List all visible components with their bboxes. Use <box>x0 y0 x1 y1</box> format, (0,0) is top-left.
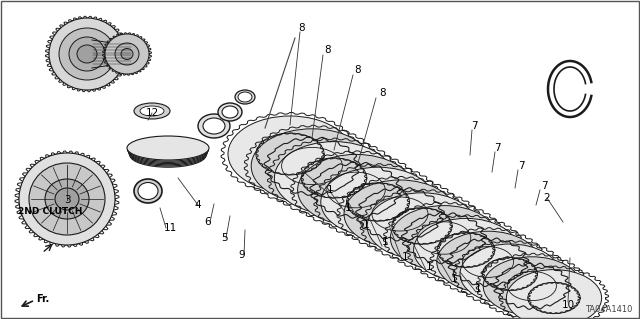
Ellipse shape <box>390 206 498 271</box>
Ellipse shape <box>413 219 518 282</box>
Ellipse shape <box>198 114 230 138</box>
Text: 4: 4 <box>195 200 202 210</box>
Text: TA04A1410: TA04A1410 <box>584 305 632 314</box>
Ellipse shape <box>130 143 206 167</box>
Ellipse shape <box>140 106 164 116</box>
Ellipse shape <box>222 106 238 118</box>
Text: 8: 8 <box>299 23 305 33</box>
Text: 9: 9 <box>239 250 245 260</box>
Ellipse shape <box>134 179 162 203</box>
Text: 1: 1 <box>326 185 333 195</box>
Text: 1: 1 <box>451 274 458 284</box>
Text: Fr.: Fr. <box>36 294 49 304</box>
Ellipse shape <box>251 129 372 203</box>
Text: 7: 7 <box>541 181 547 191</box>
Text: 1: 1 <box>475 284 481 294</box>
Ellipse shape <box>128 138 208 162</box>
Text: 2: 2 <box>544 193 550 203</box>
Ellipse shape <box>105 34 149 74</box>
Ellipse shape <box>228 116 352 192</box>
Ellipse shape <box>460 244 560 304</box>
Text: 12: 12 <box>145 108 159 118</box>
Ellipse shape <box>134 103 170 119</box>
Ellipse shape <box>506 270 602 319</box>
Text: 8: 8 <box>355 65 362 75</box>
Text: 7: 7 <box>493 143 500 153</box>
Text: 2ND CLUTCH: 2ND CLUTCH <box>18 207 83 217</box>
Ellipse shape <box>19 153 115 245</box>
Ellipse shape <box>235 90 255 104</box>
Text: 6: 6 <box>205 217 211 227</box>
Ellipse shape <box>45 179 89 219</box>
Ellipse shape <box>129 140 207 164</box>
Ellipse shape <box>69 37 105 71</box>
Polygon shape <box>92 40 132 68</box>
Ellipse shape <box>367 193 477 259</box>
Ellipse shape <box>127 136 209 160</box>
Text: 1: 1 <box>402 252 408 262</box>
Ellipse shape <box>344 180 456 248</box>
Text: 8: 8 <box>380 88 387 98</box>
Ellipse shape <box>127 137 209 161</box>
Text: 1: 1 <box>426 262 432 272</box>
Text: 8: 8 <box>324 45 332 55</box>
Text: 10: 10 <box>561 300 575 310</box>
Ellipse shape <box>138 182 158 199</box>
Ellipse shape <box>275 142 394 214</box>
Text: 5: 5 <box>221 233 227 243</box>
Text: 1: 1 <box>381 237 388 247</box>
Text: 7: 7 <box>518 161 524 171</box>
Ellipse shape <box>298 154 415 226</box>
Text: 1: 1 <box>363 220 369 230</box>
Text: 3: 3 <box>64 195 70 205</box>
Ellipse shape <box>115 43 139 65</box>
Ellipse shape <box>129 142 207 166</box>
Ellipse shape <box>321 167 435 237</box>
Ellipse shape <box>483 257 581 315</box>
Ellipse shape <box>55 188 79 210</box>
Ellipse shape <box>436 231 540 293</box>
Text: 7: 7 <box>470 121 477 131</box>
Ellipse shape <box>29 163 105 235</box>
Ellipse shape <box>129 141 207 165</box>
Ellipse shape <box>238 92 252 102</box>
Ellipse shape <box>49 18 125 90</box>
Ellipse shape <box>203 118 225 134</box>
Text: 1: 1 <box>345 203 351 213</box>
Ellipse shape <box>77 45 97 63</box>
Ellipse shape <box>121 48 133 60</box>
Ellipse shape <box>218 103 242 121</box>
Ellipse shape <box>59 28 115 80</box>
Text: 11: 11 <box>163 223 177 233</box>
